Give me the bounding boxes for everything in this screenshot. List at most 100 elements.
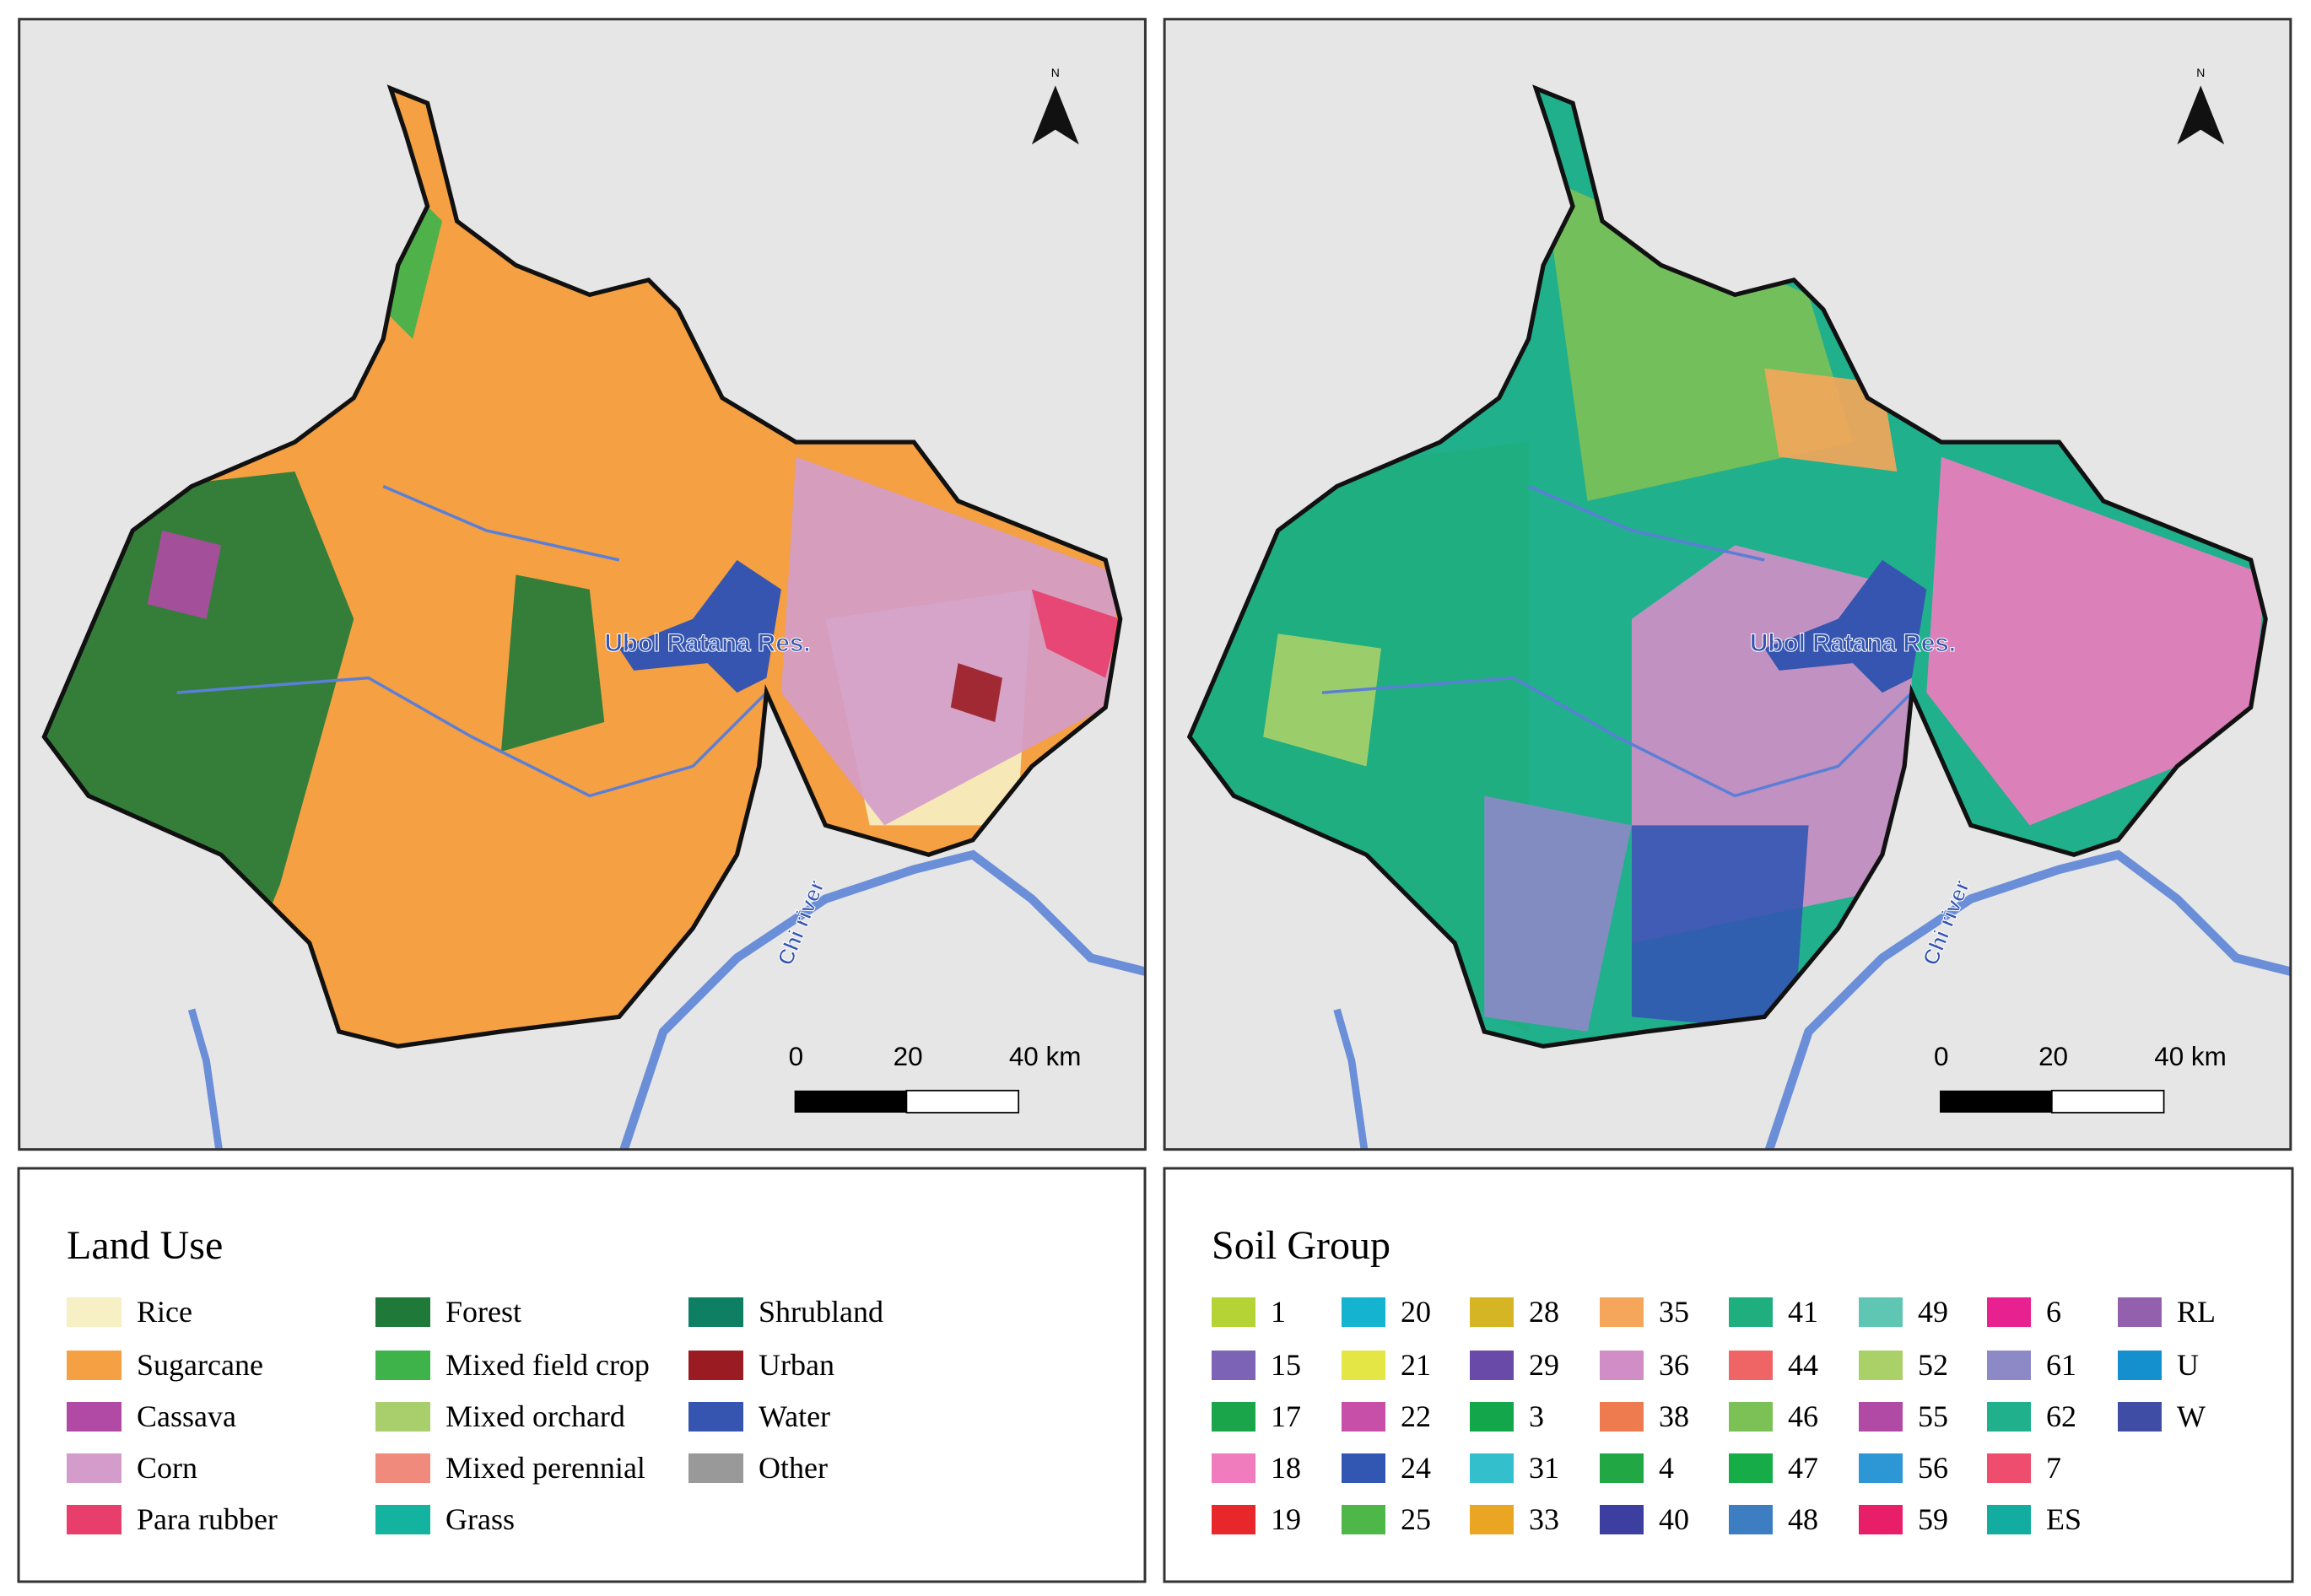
land-patch	[1484, 795, 1632, 1032]
legend-label: Shrubland	[759, 1295, 883, 1329]
legend-label: Mixed perennial	[445, 1451, 645, 1485]
legend-swatch	[1729, 1453, 1773, 1483]
legend-label: 21	[1401, 1348, 1431, 1382]
legend-swatch	[2118, 1297, 2162, 1327]
reservoir-label: Ubol Ratana Res.	[604, 629, 810, 657]
legend-label: Urban	[759, 1348, 834, 1382]
legend-label: 41	[1788, 1295, 1818, 1329]
legend-label: 35	[1659, 1295, 1689, 1329]
legend-swatch	[2118, 1402, 2162, 1432]
stream	[176, 484, 768, 798]
legend-label: Forest	[445, 1295, 521, 1329]
legend-label: ES	[2046, 1502, 2082, 1536]
river	[619, 849, 1146, 1150]
legend-swatch	[1212, 1297, 1255, 1327]
legend-label: 7	[2046, 1451, 2061, 1485]
legend-label: 29	[1529, 1348, 1559, 1382]
legend-swatch	[1859, 1351, 1903, 1380]
legend-swatch	[1987, 1505, 2031, 1534]
land-patch	[500, 574, 605, 752]
legend-label: 47	[1788, 1451, 1818, 1485]
legend-label: 17	[1271, 1399, 1301, 1433]
legend-label: 24	[1401, 1451, 1431, 1485]
legend-swatch	[1342, 1453, 1385, 1483]
legend-swatch	[1859, 1505, 1903, 1534]
legend-swatch	[1729, 1505, 1773, 1534]
legend-swatch	[67, 1402, 121, 1432]
legend-swatch	[688, 1351, 743, 1380]
legend-swatch	[67, 1297, 121, 1327]
legend-label: 33	[1529, 1502, 1559, 1536]
legend-swatch	[1600, 1453, 1644, 1483]
legend-label: RL	[2177, 1295, 2216, 1329]
land-patch	[1926, 456, 2266, 826]
scale-label: 0	[789, 1042, 803, 1071]
legend-label: 59	[1918, 1502, 1948, 1536]
legend-label: Water	[759, 1399, 830, 1433]
legend-label: 25	[1401, 1502, 1431, 1536]
legend-label: 20	[1401, 1295, 1431, 1329]
north-label: N	[1051, 66, 1060, 79]
legend-swatch	[1987, 1453, 2031, 1483]
legend-label: 22	[1401, 1399, 1431, 1433]
legend-label: 28	[1529, 1295, 1559, 1329]
legend-swatch	[1342, 1505, 1385, 1534]
legend-swatch	[1987, 1402, 2031, 1432]
river	[1764, 849, 2291, 1150]
land-patch	[780, 456, 1120, 826]
legend-title: Soil Group	[1212, 1223, 1390, 1268]
legend-box	[17, 1167, 1147, 1583]
legend-swatch	[688, 1297, 743, 1327]
legend-swatch	[1987, 1297, 2031, 1327]
legend-swatch	[375, 1402, 430, 1432]
land-patch	[1263, 634, 1381, 767]
legend-swatch	[67, 1351, 121, 1380]
legend-swatch	[1600, 1505, 1644, 1534]
legend-label: 56	[1918, 1451, 1948, 1485]
legend-swatch	[2118, 1351, 2162, 1380]
legend-label: 61	[2046, 1348, 2076, 1382]
north-arrow	[2177, 85, 2225, 145]
legend-label: Mixed field crop	[445, 1348, 650, 1382]
river	[1333, 1008, 1369, 1150]
scale-label: 20	[2038, 1042, 2068, 1071]
scale-label: 0	[1934, 1042, 1948, 1071]
legend-swatch	[1600, 1402, 1644, 1432]
legend-swatch	[688, 1453, 743, 1483]
legend-swatch	[1987, 1351, 2031, 1380]
legend-swatch	[1600, 1297, 1644, 1327]
legend-swatch	[1470, 1297, 1514, 1327]
legend-label: 48	[1788, 1502, 1818, 1536]
reservoir	[1764, 559, 1927, 693]
legend-box	[1163, 1167, 2294, 1583]
legend-label: Rice	[137, 1295, 192, 1329]
legend-swatch	[67, 1505, 121, 1534]
scale-label: 40 km	[2154, 1042, 2227, 1071]
legends: Land Use Soil Group Rice Sugarcane Cassava Co…	[67, 1223, 2216, 1536]
map-frame	[1163, 18, 2292, 1151]
legend-label: 3	[1529, 1399, 1544, 1433]
legend-label: Grass	[445, 1502, 515, 1536]
legend-label: 44	[1788, 1348, 1818, 1382]
legend-swatch	[1342, 1351, 1385, 1380]
legend-label: 62	[2046, 1399, 2076, 1433]
scale-label: 40 km	[1009, 1042, 1082, 1071]
legend-label: Para rubber	[137, 1502, 278, 1536]
legend-swatch	[1859, 1453, 1903, 1483]
legend-label: 31	[1529, 1451, 1559, 1485]
land-patch	[1031, 589, 1120, 678]
legend-label: 1	[1271, 1295, 1286, 1329]
legend-swatch	[688, 1402, 743, 1432]
legend-swatch	[375, 1453, 430, 1483]
legend-swatch	[1470, 1402, 1514, 1432]
legend-label: 55	[1918, 1399, 1948, 1433]
legend-swatch	[1729, 1351, 1773, 1380]
legend-swatch	[1729, 1402, 1773, 1432]
legend-swatch	[1342, 1297, 1385, 1327]
land-patch	[1631, 825, 1809, 1032]
legend-swatch	[1212, 1505, 1255, 1534]
legend-swatch	[375, 1351, 430, 1380]
